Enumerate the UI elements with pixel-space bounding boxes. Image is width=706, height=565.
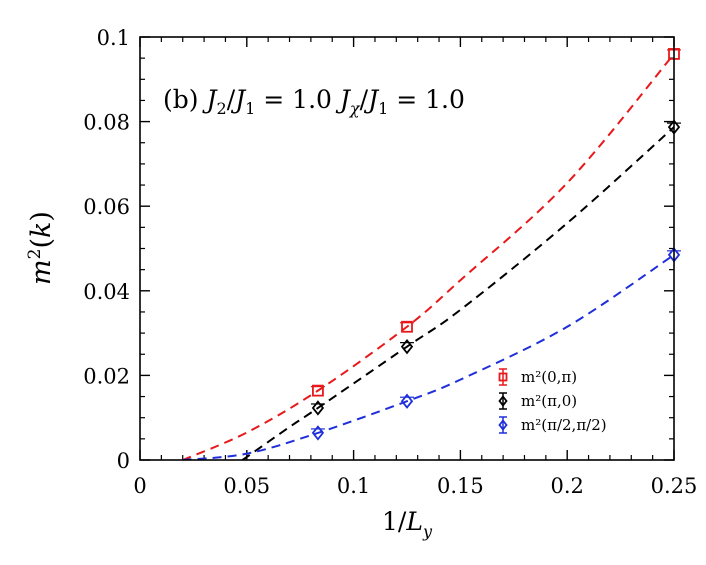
x-tick-label: 0 [133, 474, 146, 498]
fit-lines [182, 53, 674, 460]
x-tick-label: 0.2 [550, 474, 583, 498]
data-point-s2-1 [400, 393, 414, 409]
tick-labels: 0 0.05 0.1 0.15 0.2 0.25 0 0.02 0.04 0.06 0.08 0.1 [83, 26, 697, 498]
data-point-s0-1 [401, 320, 413, 333]
data-markers [310, 48, 681, 441]
plot-frame [139, 36, 675, 461]
legend: m²(0,π) m²(π,0) m²(π/2,π/2) [498, 368, 607, 434]
data-point-s2-0 [311, 425, 325, 441]
fit-line-2 [182, 254, 674, 460]
x-axis-label: 1/Ly [382, 507, 433, 541]
y-tick-label: 0 [117, 449, 130, 473]
legend-label-1: m²(π,0) [521, 392, 577, 410]
y-tick-label: 0.08 [83, 111, 130, 135]
y-tick-label: 0.1 [97, 26, 130, 50]
y-tick-label: 0.04 [83, 280, 130, 304]
data-point-s1-0 [311, 400, 325, 416]
y-axis-label: m2(k) [25, 211, 57, 285]
data-point-s1-1 [400, 338, 414, 355]
x-tick-label: 0.15 [437, 474, 484, 498]
y-tick-label: 0.06 [83, 195, 130, 219]
legend-marker [498, 419, 508, 431]
legend-marker [498, 372, 508, 382]
x-tick-label: 0.25 [651, 474, 698, 498]
data-point-s0-0 [312, 384, 324, 397]
fit-line-0 [182, 53, 674, 460]
x-tick-label: 0.1 [337, 474, 370, 498]
legend-label-2: m²(π/2,π/2) [521, 416, 607, 434]
legend-marker [498, 395, 508, 407]
chart-annotation: (b) J2/J1 = 1.0 Jχ/J1 = 1.0 [163, 85, 465, 118]
fit-line-1 [241, 126, 674, 460]
y-tick-label: 0.02 [83, 364, 130, 388]
x-tick-label: 0.05 [223, 474, 270, 498]
legend-label-0: m²(0,π) [521, 368, 577, 386]
